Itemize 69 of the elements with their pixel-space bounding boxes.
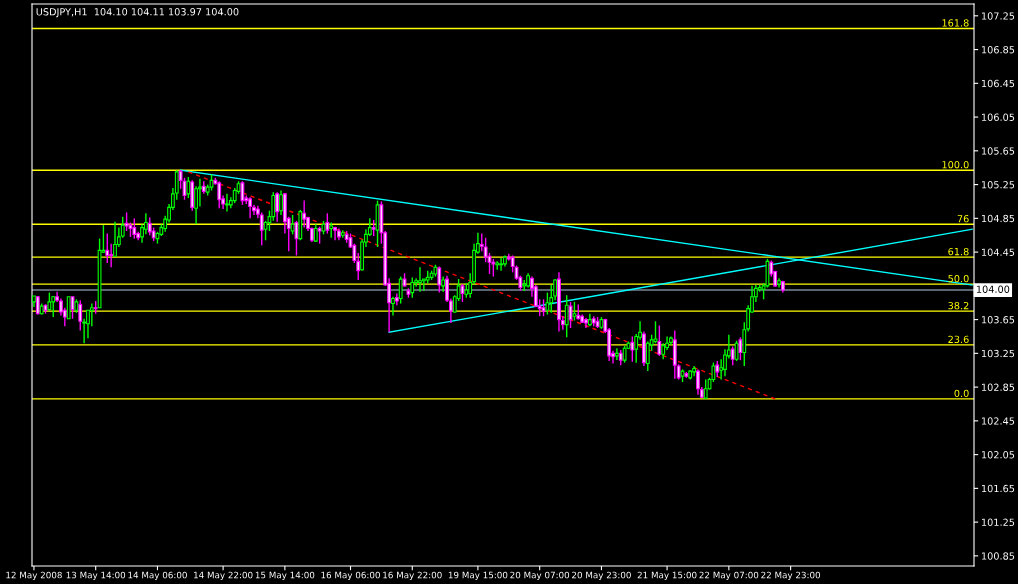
candlestick [391, 296, 395, 317]
candlestick [410, 276, 415, 299]
candlestick [105, 232, 110, 264]
candlestick [186, 176, 191, 199]
y-tick-label: 102.05 [982, 451, 1015, 459]
x-tick-label: 21 May 15:00 [637, 571, 697, 581]
annotation: 161.8 [942, 19, 969, 27]
candlestick [738, 336, 743, 361]
candlestick [225, 193, 229, 213]
y-tick-label: 103.25 [982, 349, 1015, 358]
candlestick [78, 299, 83, 332]
y-tick-label: 101.25 [982, 518, 1015, 526]
x-tick-label: 16 May 22:00 [383, 571, 442, 581]
y-tick-label: 106.05 [982, 113, 1015, 121]
candlestick [696, 368, 700, 396]
candlestick [630, 335, 635, 363]
x-tick-label: 20 May 07:00 [510, 571, 570, 581]
candlestick [113, 221, 117, 258]
y-tick-label: 103.65 [982, 316, 1015, 324]
annotation: 61.8 [948, 247, 969, 256]
candlestick [734, 339, 739, 362]
candlestick [325, 212, 330, 235]
y-tick-label: 106.45 [982, 79, 1015, 88]
annotation: 76 [957, 215, 969, 223]
candlestick [730, 345, 735, 366]
x-tick-label: 12 May 2008 [6, 571, 62, 581]
annotation: 50.0 [948, 274, 969, 283]
y-tick-label: 102.45 [982, 417, 1015, 425]
candlestick [109, 242, 114, 268]
y-tick-label: 104.45 [982, 248, 1015, 256]
annotation: 100.0 [942, 161, 969, 169]
x-tick-label: 22 May 07:00 [699, 571, 759, 581]
candlestick [564, 294, 569, 339]
candlestick [279, 189, 283, 216]
x-tick-label: 16 May 06:00 [321, 571, 380, 581]
candlestick [70, 296, 75, 320]
x-tick-label: 20 May 23:00 [572, 571, 631, 581]
annotation: 0.0 [954, 389, 969, 398]
y-tick-label: 105.25 [982, 181, 1015, 189]
candlestick [545, 291, 550, 316]
candlestick [333, 226, 337, 241]
candlestick [657, 324, 662, 357]
x-tick-label: 13 May 14:00 [66, 571, 126, 581]
y-tick-label: 106.85 [982, 46, 1015, 54]
x-tick-label: 22 May 23:00 [761, 571, 821, 581]
y-tick-label: 104.85 [982, 214, 1015, 223]
x-tick-label: 15 May 14:00 [255, 571, 315, 581]
annotation: 38.2 [948, 301, 969, 310]
x-tick-label: 14 May 06:00 [128, 571, 187, 581]
candlestick [568, 301, 573, 329]
y-tick-label: 100.85 [982, 552, 1015, 560]
y-tick-label: 101.65 [982, 484, 1015, 493]
ref-line-label: 104.00 [976, 285, 1010, 293]
x-tick-label: 14 May 22:00 [194, 571, 253, 581]
candlestick [66, 296, 71, 320]
candlestick [47, 291, 52, 312]
candlestick [275, 191, 280, 223]
y-tick-label: 105.65 [982, 147, 1015, 155]
annotation: 23.6 [948, 335, 969, 344]
candlestick [302, 199, 307, 229]
y-tick-label: 102.85 [982, 383, 1015, 391]
chart-title: USDJPY,H1 104.10 104.11 103.97 104.00 [36, 8, 239, 18]
candlestick [418, 266, 422, 293]
candlestick [294, 220, 299, 257]
candlestick [614, 347, 619, 361]
candlestick [499, 257, 503, 272]
x-tick-label: 19 May 15:00 [448, 571, 508, 581]
y-tick-label: 107.25 [982, 12, 1015, 20]
candlestick [89, 302, 94, 328]
